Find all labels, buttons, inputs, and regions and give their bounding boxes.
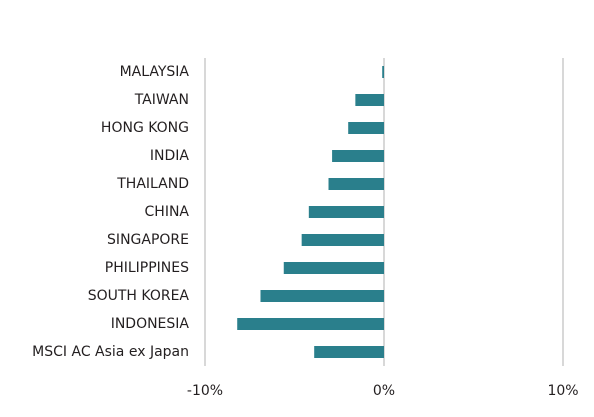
y-tick-label: TAIWAN [134, 92, 189, 108]
y-tick-label: INDONESIA [111, 316, 190, 332]
bar [332, 150, 384, 162]
bar [301, 234, 384, 246]
bar [308, 206, 384, 218]
bar [260, 290, 384, 302]
bar [328, 178, 384, 190]
x-tick-label: 0% [373, 383, 395, 399]
x-tick-label: 10% [547, 383, 578, 399]
bar [355, 94, 384, 106]
y-tick-label: HONG KONG [101, 120, 189, 136]
y-tick-label: PHILIPPINES [105, 260, 189, 276]
y-tick-label: CHINA [145, 204, 190, 220]
y-tick-label: SOUTH KOREA [88, 288, 190, 304]
bar [283, 262, 384, 274]
x-tick-label: -10% [187, 383, 223, 399]
y-tick-label: INDIA [150, 148, 190, 164]
y-tick-label: MSCI AC Asia ex Japan [32, 344, 189, 360]
bar [382, 66, 384, 78]
bar [314, 346, 384, 358]
y-tick-label: MALAYSIA [120, 64, 190, 80]
bar [237, 318, 384, 330]
y-tick-label: THAILAND [116, 176, 189, 192]
bar [348, 122, 384, 134]
y-tick-label: SINGAPORE [107, 232, 189, 248]
